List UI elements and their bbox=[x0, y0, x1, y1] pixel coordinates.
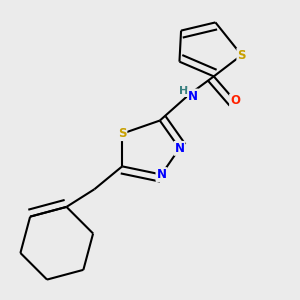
Text: S: S bbox=[237, 49, 246, 62]
Text: S: S bbox=[118, 127, 126, 140]
Text: O: O bbox=[230, 94, 240, 107]
Text: N: N bbox=[174, 142, 184, 155]
Text: N: N bbox=[157, 168, 166, 181]
Text: H: H bbox=[179, 86, 188, 96]
Text: N: N bbox=[188, 89, 198, 103]
